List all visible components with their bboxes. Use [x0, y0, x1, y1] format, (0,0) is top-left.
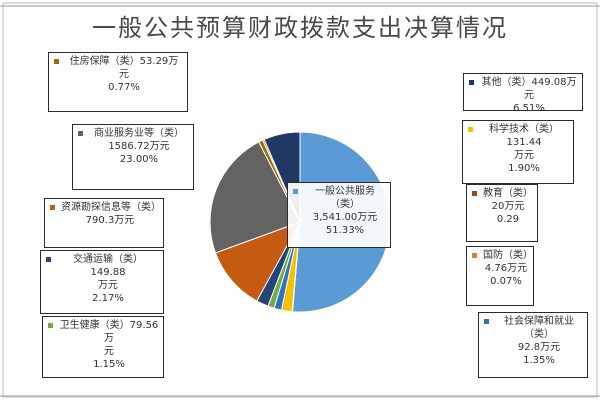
callout-line: 元	[119, 69, 129, 80]
callout-line: 20万元	[491, 201, 525, 212]
callout-housing: 住房保障（类）53.29万 元 0.77%	[48, 52, 188, 112]
legend-marker-general	[293, 189, 298, 194]
callout-line: 卫生健康（类）79.56万	[59, 320, 159, 344]
callout-line: 元	[104, 346, 114, 357]
callout-line: 0.29	[496, 214, 520, 225]
legend-marker-social	[484, 319, 489, 324]
callout-general: 一般公共服务（类） 3,541.00万元 51.33%	[287, 182, 391, 248]
legend-marker-education	[472, 191, 477, 196]
callout-line: 1.15%	[93, 359, 125, 370]
callout-defense: 国防（类） 4.76万元 0.07%	[466, 246, 534, 306]
callout-line: 住房保障（类）53.29万	[69, 56, 179, 67]
callout-line: 23.00%	[119, 154, 159, 165]
chart-title: 一般公共预算财政拨款支出决算情况	[92, 14, 508, 42]
legend-marker-commerce	[78, 131, 83, 136]
pie-slice-7	[209, 141, 301, 254]
callout-line: 1.90%	[508, 163, 540, 174]
callout-line: 0.77%	[108, 82, 140, 93]
callout-health: 卫生健康（类）79.56万 元 1.15%	[42, 316, 164, 378]
callout-line: 万元	[98, 280, 118, 291]
legend-marker-health	[48, 323, 53, 328]
callout-line: 万元	[514, 150, 534, 161]
callout-line: 交通运输（类）149.88	[73, 254, 143, 278]
callout-line: 其他（类）449.08万元	[481, 77, 577, 101]
callout-line: 1.35%	[523, 355, 555, 366]
callout-line: 6.51%	[513, 103, 545, 114]
legend-marker-defense	[472, 253, 477, 258]
legend-marker-science	[468, 127, 473, 132]
callout-line: 科学技术（类）131.44	[489, 124, 559, 148]
callout-line: 教育（类）	[483, 188, 533, 199]
callout-line: 0.07%	[490, 276, 522, 287]
callout-transport: 交通运输（类）149.88 万元 2.17%	[40, 250, 164, 314]
callout-line: 790.3万元	[85, 215, 135, 226]
callout-education: 教育（类） 20万元 0.29	[466, 184, 538, 242]
callout-line: 51.33%	[325, 225, 365, 236]
callout-line: 一般公共服务（类）	[315, 186, 375, 210]
callout-other: 其他（类）449.08万元 6.51%	[463, 73, 583, 114]
callout-line: 资源勘探信息等（类）	[61, 202, 161, 213]
pie-slice-6	[214, 221, 302, 302]
callout-line: 2.17%	[92, 293, 124, 304]
callout-commerce: 商业服务业等（类） 1586.72万元 23.00%	[72, 124, 194, 190]
legend-marker-transport	[46, 257, 51, 262]
callout-line: 1586.72万元	[108, 141, 170, 152]
callout-social: 社会保障和就业（类） 92.8万元 1.35%	[478, 312, 588, 378]
callout-line: 商业服务业等（类）	[94, 128, 184, 139]
callout-line: 92.8万元	[517, 342, 561, 353]
legend-marker-housing	[54, 59, 59, 64]
callout-line: 国防（类）	[483, 250, 533, 261]
callout-line: 4.76万元	[484, 263, 528, 274]
legend-marker-other	[469, 80, 474, 85]
callout-line: 3,541.00万元	[312, 212, 378, 223]
callout-line: 社会保障和就业（类）	[504, 316, 574, 340]
callout-resources: 资源勘探信息等（类） 790.3万元	[44, 198, 164, 248]
callout-science: 科学技术（类）131.44 万元 1.90%	[462, 120, 574, 184]
legend-marker-resources	[50, 205, 55, 210]
